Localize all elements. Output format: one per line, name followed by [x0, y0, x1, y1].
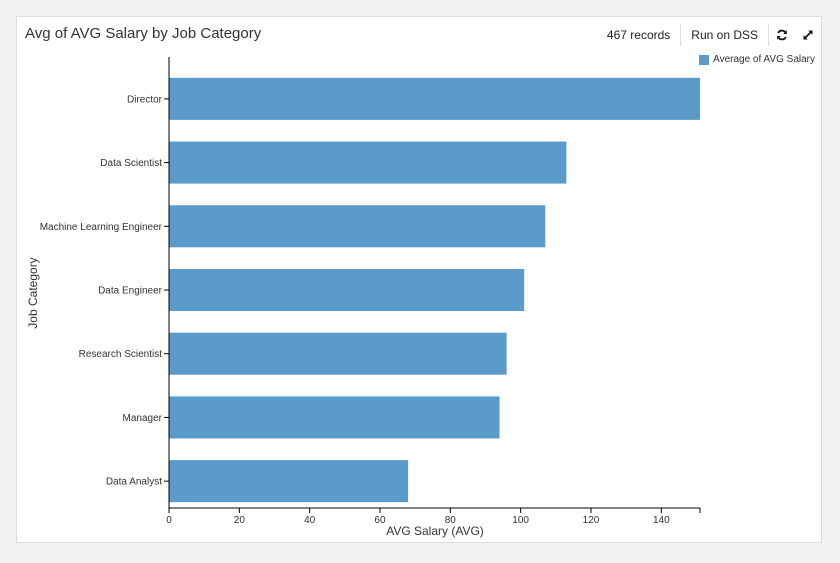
x-tick-label: 140: [653, 515, 670, 526]
toolbar-divider: [768, 24, 769, 46]
run-on-dss-button[interactable]: Run on DSS: [691, 28, 758, 42]
legend-label: Average of AVG Salary: [713, 54, 815, 65]
chart-card: Avg of AVG Salary by Job Category 467 re…: [16, 16, 822, 543]
chart-legend: Average of AVG Salary: [699, 54, 815, 65]
bar: [169, 332, 507, 375]
y-tick-label: Director: [127, 94, 163, 105]
chart-title: Avg of AVG Salary by Job Category: [25, 25, 262, 42]
x-tick-label: 40: [304, 515, 316, 526]
x-tick-label: 120: [583, 515, 600, 526]
y-tick-label: Data Engineer: [98, 286, 163, 297]
toolbar-divider: [680, 24, 682, 46]
legend-swatch: [699, 54, 710, 65]
bar: [169, 396, 500, 439]
y-tick-label: Data Analyst: [106, 477, 162, 488]
x-tick-label: 80: [445, 515, 457, 526]
y-tick-label: Machine Learning Engineer: [40, 222, 163, 233]
x-tick-label: 20: [234, 515, 246, 526]
chart-toolbar: 467 records Run on DSS: [597, 21, 821, 49]
bar: [169, 460, 409, 503]
expand-icon[interactable]: [795, 28, 821, 42]
bar: [169, 205, 546, 248]
x-axis-title: AVG Salary (AVG): [386, 524, 484, 538]
x-tick-label: 60: [374, 515, 386, 526]
y-tick-label: Data Scientist: [100, 158, 162, 169]
y-tick-label: Research Scientist: [79, 349, 163, 360]
refresh-icon[interactable]: [769, 28, 795, 42]
bar: [169, 268, 525, 312]
y-tick-label: Manager: [123, 413, 163, 424]
bar: [169, 77, 700, 120]
x-tick-label: 0: [166, 515, 172, 526]
bar-chart: Director Data Scientist Machine Learning E…: [40, 57, 701, 526]
y-axis-title: Job Category: [26, 257, 40, 329]
record-count: 467 records: [606, 28, 671, 42]
bar: [169, 141, 567, 184]
x-tick-label: 100: [512, 515, 529, 526]
